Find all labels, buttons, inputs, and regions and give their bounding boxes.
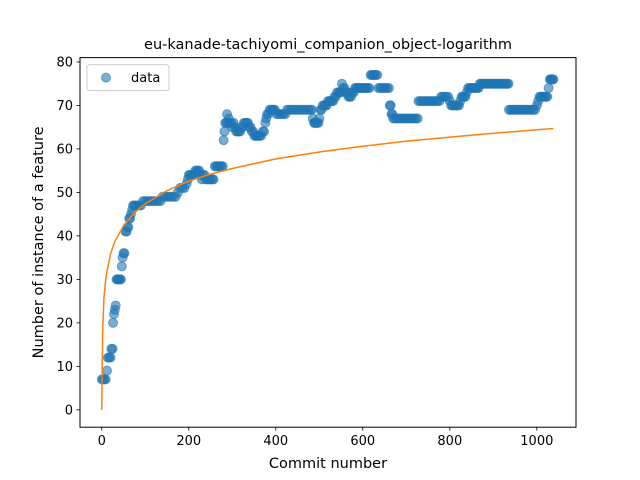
data-point bbox=[107, 343, 118, 354]
y-tick-label: 50 bbox=[56, 186, 73, 201]
data-point bbox=[548, 74, 559, 85]
data-point bbox=[385, 100, 396, 111]
x-tick-label: 400 bbox=[263, 434, 288, 449]
x-axis-ticks: 0 200 400 600 800 1000 bbox=[98, 427, 553, 449]
plot-frame bbox=[79, 57, 577, 428]
legend-label-data: data bbox=[131, 71, 160, 86]
data-point bbox=[115, 274, 126, 285]
data-point bbox=[383, 83, 394, 94]
legend: data bbox=[86, 64, 170, 92]
x-tick-label: 0 bbox=[98, 434, 106, 449]
chart-title: eu-kanade-tachiyomi_companion_object-log… bbox=[144, 37, 512, 53]
x-tick-label: 600 bbox=[350, 434, 375, 449]
y-tick-label: 40 bbox=[56, 229, 73, 244]
y-tick-label: 70 bbox=[56, 99, 73, 114]
legend-marker-data bbox=[101, 72, 111, 83]
y-tick-label: 60 bbox=[56, 142, 73, 157]
data-point bbox=[259, 126, 270, 137]
x-tick-label: 800 bbox=[437, 434, 462, 449]
data-point bbox=[108, 317, 119, 328]
y-tick-label: 30 bbox=[56, 273, 73, 288]
fit-line bbox=[101, 127, 554, 410]
data-point bbox=[503, 78, 514, 89]
data-point bbox=[542, 91, 553, 102]
data-point bbox=[543, 83, 554, 94]
y-tick-label: 80 bbox=[56, 55, 73, 70]
data-point bbox=[412, 113, 423, 124]
y-axis-ticks: 0 10 20 30 40 50 60 70 80 bbox=[56, 55, 80, 418]
legend-box bbox=[86, 64, 170, 92]
x-axis-label: Commit number bbox=[269, 456, 387, 472]
data-point bbox=[306, 104, 317, 115]
data-point bbox=[119, 248, 130, 259]
data-point bbox=[110, 300, 121, 311]
fit-layer bbox=[101, 127, 554, 410]
data-point bbox=[101, 365, 112, 376]
data-point bbox=[105, 352, 116, 363]
data-point bbox=[314, 113, 325, 124]
data-point bbox=[372, 69, 383, 80]
data-point bbox=[364, 83, 375, 94]
data-point bbox=[218, 135, 229, 146]
data-point bbox=[208, 174, 219, 185]
plot-area bbox=[80, 57, 576, 428]
x-tick-label: 200 bbox=[176, 434, 201, 449]
data-point bbox=[116, 261, 127, 272]
y-tick-label: 10 bbox=[56, 360, 73, 375]
x-tick-label: 1000 bbox=[520, 434, 553, 449]
y-axis-label: Number of instance of a feature bbox=[31, 126, 47, 358]
y-tick-label: 20 bbox=[56, 316, 73, 331]
y-tick-label: 0 bbox=[65, 403, 73, 418]
